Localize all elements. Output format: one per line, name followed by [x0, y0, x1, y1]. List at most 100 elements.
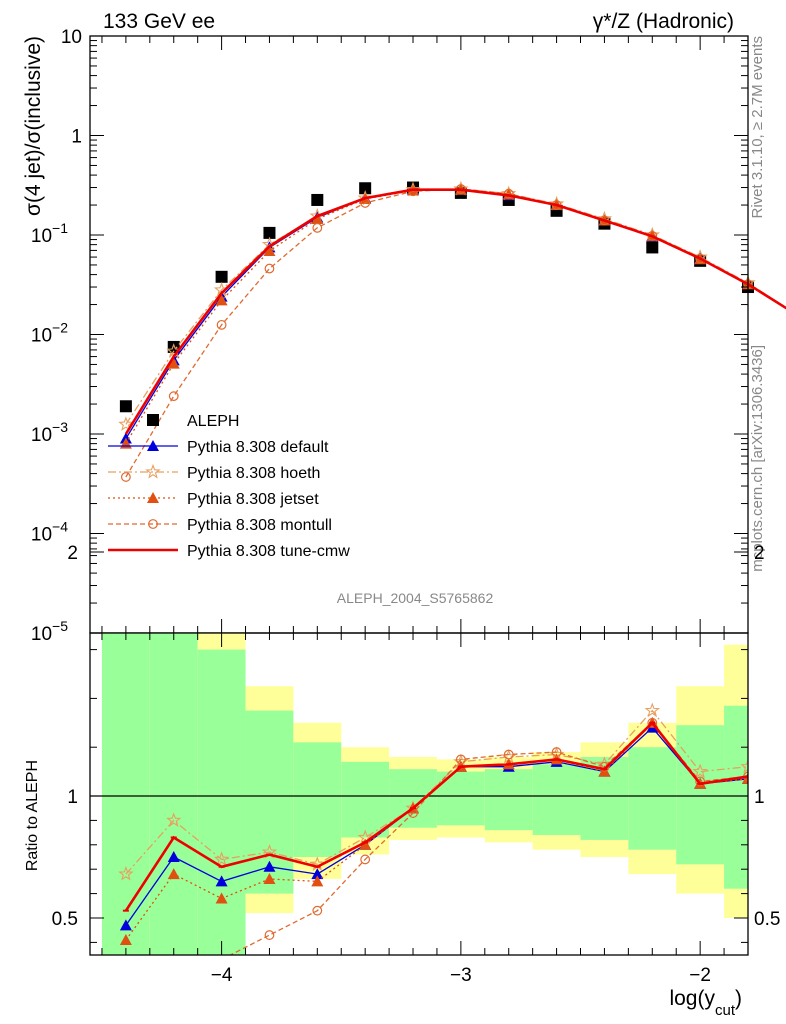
legend-label-hoeth: Pythia 8.308 hoeth	[187, 465, 320, 482]
ratio-point-montull	[219, 954, 224, 955]
ratio-y-tick-label: 0.5	[52, 909, 78, 930]
ratio-band-inner	[676, 725, 725, 865]
legend-marker-default	[147, 440, 159, 451]
main-y-tick-label: 1	[71, 127, 82, 148]
ratio-y-axis-label: Ratio to ALEPH	[24, 760, 41, 871]
ratio-y-tick-label: 1	[67, 787, 78, 808]
main-line-hoeth	[125, 188, 786, 425]
process-label: γ*/Z (Hadronic)	[593, 10, 734, 33]
main-y-tick-exponent: −5	[52, 618, 68, 634]
main-y-tick-label: 10−2	[31, 320, 68, 347]
legend-label-cmw: Pythia 8.308 tune-cmw	[187, 543, 350, 560]
ratio-frame	[89, 632, 749, 956]
legend-label-montull: Pythia 8.308 montull	[187, 517, 332, 534]
main-panel: 10−5 10−4 10−3 10−2 10−1 1 10 σ(4 jet)/σ(inclu…	[22, 27, 786, 645]
ratio-point-default	[215, 875, 228, 887]
main-point-data	[646, 241, 659, 254]
analysis-label: ALEPH_2004_S5765862	[337, 590, 494, 606]
main-y-tick-exponent: −3	[52, 419, 68, 435]
ratio-band-inner	[149, 633, 198, 955]
legend-label-data: ALEPH	[187, 413, 239, 430]
main-point-data	[167, 340, 180, 353]
ratio-point-jetset	[311, 875, 324, 887]
main-point-hoeth	[118, 416, 134, 431]
main-point-jetset	[167, 357, 180, 369]
legend-marker-montull	[148, 519, 158, 529]
ratio-band-inner	[101, 633, 150, 955]
legend-marker-data	[147, 414, 159, 426]
main-point-jetset	[215, 294, 228, 306]
x-axis-label: log(ycut)	[669, 987, 742, 1019]
ratio-point-hoeth	[118, 866, 134, 881]
ratio-band-inner	[484, 769, 533, 831]
ratio-band-inner	[532, 764, 581, 836]
ratio-x-tick-label: −4	[211, 965, 233, 986]
ratio-point-montull	[312, 905, 323, 916]
ratio-y-tick-label-right: 1	[754, 787, 765, 808]
main-line-default	[125, 189, 786, 439]
legend: ALEPH Pythia 8.308 default Pythia 8.308 ho…	[108, 413, 350, 560]
ratio-y-tick-label: 2	[67, 543, 78, 564]
main-line-jetset	[125, 189, 786, 444]
ratio-point-montull	[503, 749, 514, 760]
main-point-montull	[695, 253, 706, 264]
ratio-line-hoeth	[125, 709, 748, 875]
main-point-jetset	[263, 245, 276, 257]
ratio-point-montull	[122, 987, 131, 996]
main-point-jetset	[311, 212, 324, 224]
ratio-point-montull	[455, 754, 466, 765]
ratio-point-jetset	[359, 838, 372, 850]
main-y-tick-exponent: −4	[52, 519, 68, 535]
ratio-point-hoeth	[692, 763, 708, 779]
ratio-band-inner	[293, 742, 342, 857]
main-point-data	[119, 400, 132, 413]
ratio-point-montull	[360, 854, 371, 865]
legend-marker-jetset	[147, 492, 159, 503]
ratio-point-default	[263, 860, 276, 872]
ratio-band-inner	[197, 649, 246, 955]
ratio-band-inner	[628, 747, 677, 850]
main-y-tick-exponent: −1	[52, 220, 68, 236]
main-y-axis-label: σ(4 jet)/σ(inclusive)	[22, 36, 45, 216]
ratio-point-montull	[264, 930, 275, 940]
main-point-data	[311, 193, 324, 206]
ratio-point-jetset	[167, 868, 180, 880]
main-y-tick-exponent: −2	[52, 320, 68, 336]
main-point-montull	[216, 319, 227, 330]
legend-label-jetset: Pythia 8.308 jetset	[187, 491, 319, 508]
main-point-montull	[168, 391, 179, 402]
ratio-line-montull	[229, 721, 748, 955]
main-point-montull	[120, 472, 131, 482]
ratio-band-inner	[724, 705, 748, 889]
ratio-point-default	[119, 919, 132, 931]
main-point-data	[215, 270, 228, 283]
ratio-y-tick-label-right: 2	[754, 543, 765, 564]
main-point-data	[359, 182, 372, 195]
ratio-point-hoeth	[644, 702, 661, 718]
ratio-point-hoeth	[740, 758, 748, 774]
ratio-point-jetset	[263, 872, 276, 884]
energy-label: 133 GeV ee	[103, 10, 215, 33]
main-point-data	[263, 226, 276, 239]
ratio-band-outer	[772, 633, 786, 955]
rivet-label: Rivet 3.1.10, ≥ 2.7M events	[749, 36, 766, 219]
mcplots-label: mcplots.cern.ch [arXiv:1306.3436]	[749, 345, 766, 572]
main-line-montull	[125, 188, 786, 478]
ratio-point-default	[311, 868, 324, 880]
main-y-tick-label: 10−4	[31, 519, 68, 546]
ratio-x-tick-label: −2	[689, 965, 711, 986]
main-y-tick-label: 10−3	[31, 419, 68, 446]
legend-marker-hoeth	[145, 463, 161, 479]
main-y-tick-label: 10−1	[31, 220, 68, 247]
x-axis-label-subscript: cut	[715, 1002, 736, 1019]
legend-label-default: Pythia 8.308 default	[187, 439, 329, 456]
ratio-y-tick-label-right: 0.5	[754, 909, 780, 930]
ratio-panel: 0.5 0.5 1 1 2 2 −4 −3 −2 Ratio to ALEPH log(ycut…	[24, 543, 786, 1019]
ratio-point-montull	[169, 958, 178, 967]
ratio-band-inner	[341, 761, 390, 838]
ratio-point-default	[167, 851, 180, 862]
main-y-tick-label: 10	[61, 27, 82, 48]
ratio-point-hoeth	[213, 851, 230, 866]
main-y-tick-label: 10−5	[31, 618, 68, 645]
